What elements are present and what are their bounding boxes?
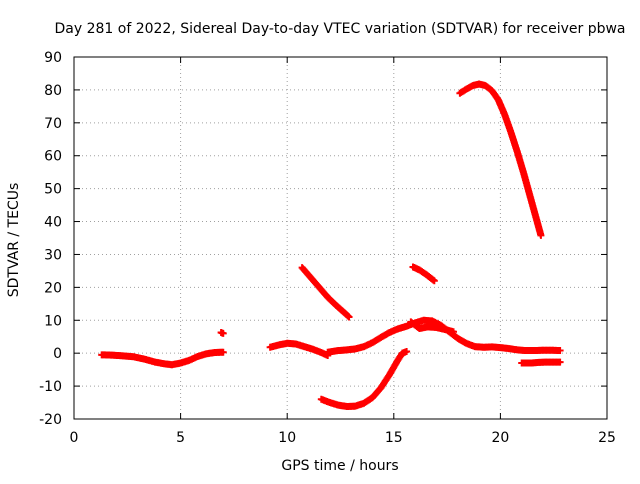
- data-points: [98, 80, 564, 410]
- series-arc-9: [456, 80, 545, 239]
- axis-ticks: -20 -10 0 10 20 30 40 50 60 70 80 90 0 5 10 15 20 25: [39, 50, 616, 446]
- y-tick-label: -20: [39, 412, 62, 428]
- x-axis-label: GPS time / hours: [281, 458, 398, 474]
- y-tick-label: 30: [44, 247, 62, 263]
- data-point: [219, 348, 227, 356]
- data-point: [537, 231, 545, 239]
- series-arc-6: [324, 316, 564, 356]
- data-point: [345, 313, 353, 321]
- series-arc-4: [298, 264, 353, 321]
- x-tick-label: 20: [491, 430, 509, 446]
- plot-frame: [73, 56, 608, 420]
- y-tick-label: 20: [44, 280, 62, 296]
- x-tick-label: 0: [70, 430, 79, 446]
- y-tick-label: 80: [44, 83, 62, 99]
- series-arc-7: [407, 318, 457, 336]
- data-point: [219, 329, 227, 337]
- series-arc-10: [518, 358, 564, 367]
- series-arc-2: [217, 328, 227, 337]
- data-point: [403, 348, 411, 356]
- y-tick-label: 90: [44, 50, 62, 66]
- data-point: [449, 328, 457, 336]
- y-tick-label: 10: [44, 313, 62, 329]
- y-tick-label: 0: [53, 346, 62, 362]
- data-point: [556, 358, 564, 366]
- series-arc-5: [317, 348, 411, 410]
- y-tick-label: 40: [44, 215, 62, 231]
- x-tick-label: 10: [278, 430, 296, 446]
- y-tick-label: -10: [39, 379, 62, 395]
- y-axis-label: SDTVAR / TECUs: [6, 183, 22, 298]
- x-tick-label: 15: [385, 430, 403, 446]
- series-arc-8: [409, 263, 438, 285]
- y-tick-label: 70: [44, 116, 62, 132]
- y-tick-label: 50: [44, 182, 62, 198]
- chart-title: Day 281 of 2022, Sidereal Day-to-day VTE…: [54, 21, 625, 37]
- x-tick-label: 5: [176, 430, 185, 446]
- series-arc-3: [266, 339, 332, 359]
- y-tick-label: 60: [44, 149, 62, 165]
- data-point: [430, 277, 438, 285]
- data-point: [556, 347, 564, 355]
- series-arc-1: [98, 348, 227, 369]
- x-tick-label: 25: [598, 430, 616, 446]
